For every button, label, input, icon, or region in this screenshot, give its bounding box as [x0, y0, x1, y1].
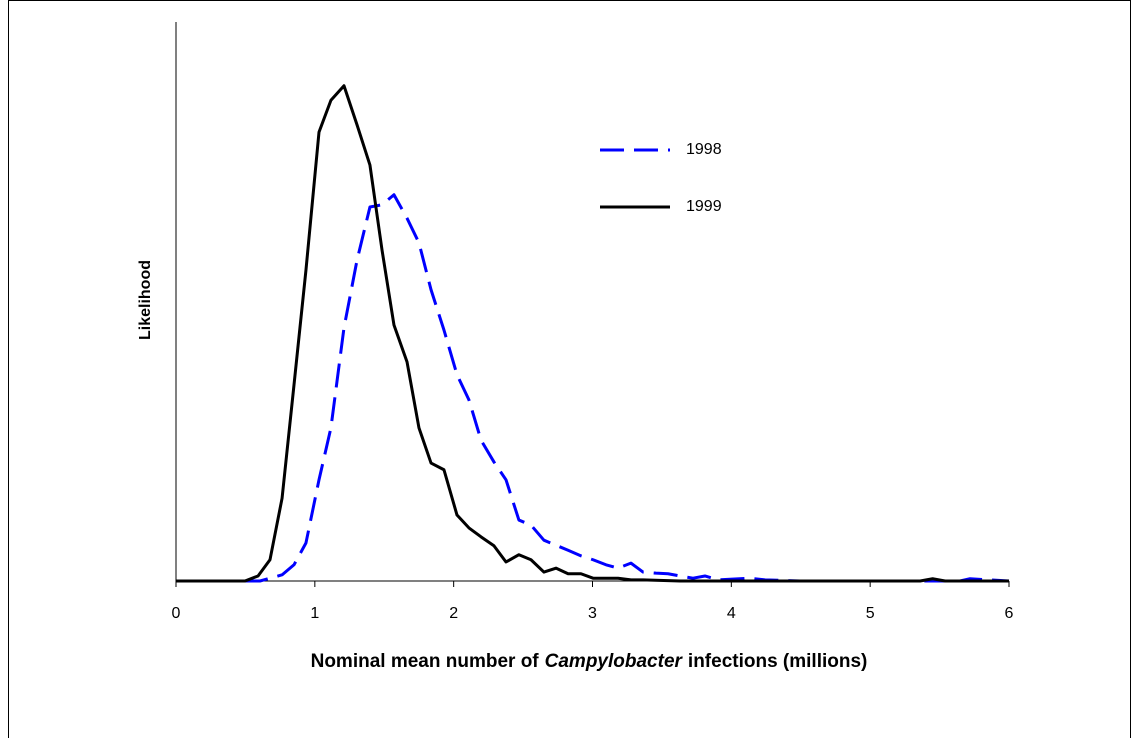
x-label-part: infections (millions): [688, 651, 867, 672]
x-tick-label: 2: [449, 605, 458, 622]
x-tick-label: 4: [727, 605, 736, 622]
x-tick-label: 1: [310, 605, 319, 622]
x-tick-label: 3: [588, 605, 597, 622]
y-axis-label: Likelihood: [137, 260, 154, 340]
x-tick-label: 5: [866, 605, 875, 622]
x-tick-label: 6: [1005, 605, 1014, 622]
chart-border: [8, 0, 1131, 738]
series-line: [176, 193, 1010, 583]
x-label-part: Campylobacter: [545, 651, 684, 672]
x-axis-label: Nominal mean number of Campylobacter infec…: [311, 651, 868, 672]
series-line: [176, 84, 1009, 583]
legend-label: 1998: [686, 141, 722, 158]
x-label-part: Nominal mean number of: [311, 651, 540, 672]
x-tick-label: 0: [172, 605, 181, 622]
legend-label: 1999: [686, 198, 722, 215]
